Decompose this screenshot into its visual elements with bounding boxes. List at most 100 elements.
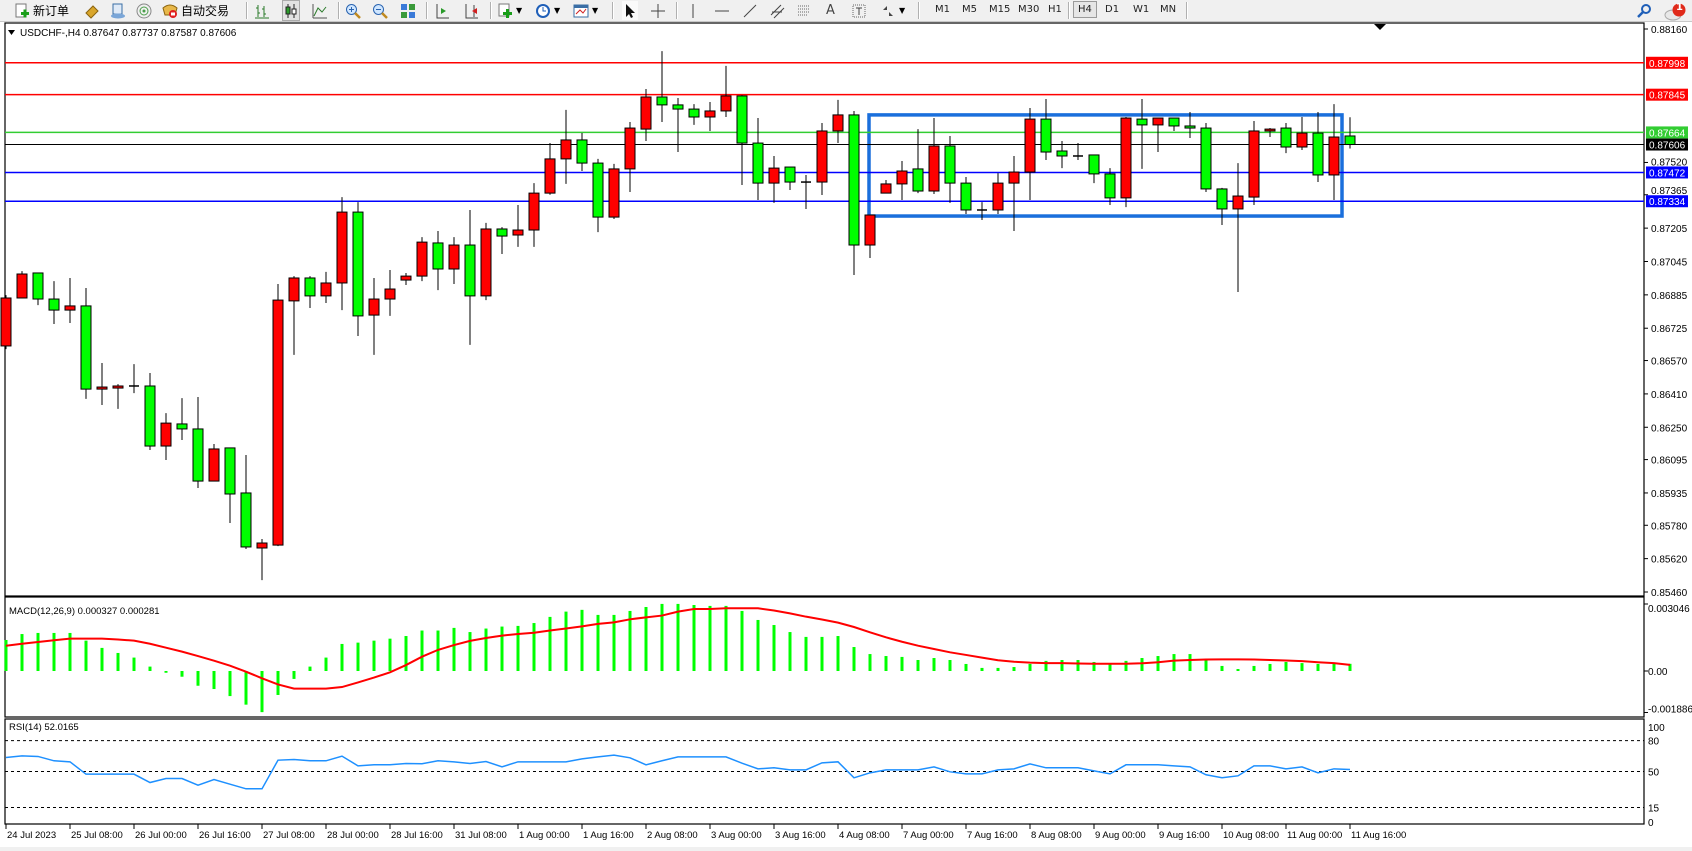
notification-count: 1 xyxy=(1676,2,1683,13)
candle-bullish xyxy=(640,96,652,130)
chart-shift-button[interactable] xyxy=(463,1,479,20)
auto-trading-button[interactable]: 自动交易 xyxy=(162,1,229,20)
toolbar-separator xyxy=(246,2,248,19)
market-watch-button[interactable] xyxy=(84,1,100,20)
crosshair-icon xyxy=(650,3,666,19)
chart-shift-icon xyxy=(463,3,479,19)
candle-bearish xyxy=(464,244,476,297)
y-tick-label: 0.86095 xyxy=(1651,456,1688,467)
tile-windows-icon xyxy=(400,3,416,19)
candle-bullish xyxy=(64,305,76,311)
macd-histogram-bar xyxy=(484,628,488,671)
tile-windows-button[interactable] xyxy=(400,1,416,20)
price-tag-label: 0.87664 xyxy=(1649,128,1686,139)
arrows-button[interactable]: ▼ xyxy=(880,1,905,20)
price-tag xyxy=(1646,138,1688,151)
crosshair-tool-button[interactable] xyxy=(650,1,666,20)
text-tool-button[interactable]: A xyxy=(826,1,835,20)
timeframe-h4[interactable]: H4 xyxy=(1073,1,1097,18)
macd-histogram-bar xyxy=(1028,663,1032,671)
zoom-in-button[interactable] xyxy=(345,1,361,20)
candle-bullish xyxy=(400,275,412,281)
toolbar-separator xyxy=(338,2,340,19)
vertical-line-button[interactable] xyxy=(685,1,701,20)
candle-bullish xyxy=(1248,130,1260,198)
data-window-button[interactable] xyxy=(110,1,126,20)
macd-histogram-bar xyxy=(276,671,280,695)
candle-bullish xyxy=(1008,171,1020,184)
candle-bullish xyxy=(816,130,828,183)
candle-bullish xyxy=(544,158,556,194)
macd-histogram-bar xyxy=(628,610,632,671)
equidistant-channel-button[interactable] xyxy=(770,1,786,20)
bar-chart-button[interactable] xyxy=(254,1,270,20)
candle-bullish xyxy=(832,114,844,132)
toolbar-separator xyxy=(676,2,678,19)
timeframe-w1[interactable]: W1 xyxy=(1133,4,1150,15)
price-tag-label: 0.87472 xyxy=(1649,168,1686,179)
y-tick-label: 0.85620 xyxy=(1651,555,1688,566)
macd-histogram-bar xyxy=(532,623,536,671)
cursor-tool-button[interactable] xyxy=(622,1,638,20)
new-order-button[interactable]: 新订单 xyxy=(14,1,69,20)
candle-bullish xyxy=(368,298,380,316)
autoscroll-button[interactable] xyxy=(434,1,450,20)
candle-bearish xyxy=(736,95,748,144)
x-tick-label: 3 Aug 00:00 xyxy=(711,830,762,841)
notifications-button[interactable]: 1 xyxy=(1664,1,1688,20)
macd-histogram-bar xyxy=(1124,660,1128,671)
x-tick-label: 11 Aug 16:00 xyxy=(1351,830,1406,841)
chart-window[interactable]: 0.88160 0.87520 0.87365 0.87205 0.87045 0.868… xyxy=(0,22,1692,847)
timeframe-d1[interactable]: D1 xyxy=(1105,4,1120,15)
candle-bearish xyxy=(224,447,236,495)
timeframe-m5[interactable]: M5 xyxy=(962,4,977,15)
macd-histogram-bar xyxy=(900,656,904,671)
macd-histogram-bar xyxy=(1044,660,1048,671)
x-tick-label: 31 Jul 08:00 xyxy=(455,830,507,841)
price-tag xyxy=(1646,166,1688,179)
signals-button[interactable] xyxy=(136,1,152,20)
fibonacci-button[interactable] xyxy=(797,1,813,20)
timeframe-m15[interactable]: M15 xyxy=(989,4,1011,15)
horizontal-line-button[interactable] xyxy=(714,1,730,20)
candle-bearish xyxy=(1088,154,1100,175)
candle-bullish xyxy=(112,385,124,389)
chart-shift-marker-icon[interactable] xyxy=(1374,24,1386,30)
book-icon xyxy=(84,3,100,19)
macd-histogram-bar xyxy=(148,666,152,671)
candlestick-chart-button[interactable] xyxy=(282,0,300,21)
macd-histogram-bar xyxy=(964,663,968,671)
macd-histogram-bar xyxy=(756,619,760,671)
x-tick-label: 24 Jul 2023 xyxy=(7,830,56,841)
indicators-button[interactable]: ▼ xyxy=(497,1,522,20)
candle-bearish xyxy=(944,145,956,184)
timeframe-h1[interactable]: H1 xyxy=(1048,4,1062,15)
templates-button[interactable]: ▼ xyxy=(573,1,598,20)
consolidation-rectangle[interactable] xyxy=(867,113,1344,218)
candle-bearish xyxy=(656,96,668,106)
toolbar-separator xyxy=(1068,2,1070,19)
macd-header: MACD(12,26,9) 0.000327 0.000281 xyxy=(9,606,160,617)
candle-bullish xyxy=(1264,128,1276,132)
trendline-button[interactable] xyxy=(742,1,758,20)
zoom-out-button[interactable] xyxy=(372,1,388,20)
timeframe-m1[interactable]: M1 xyxy=(935,4,950,15)
candle-bullish xyxy=(0,297,12,347)
search-button[interactable] xyxy=(1636,1,1652,20)
macd-histogram-bar xyxy=(1220,665,1224,671)
macd-histogram-bar xyxy=(452,627,456,671)
timeframe-m30[interactable]: M30 xyxy=(1018,4,1040,15)
y-tick-label: 0.86410 xyxy=(1651,390,1688,401)
timeframe-mn[interactable]: MN xyxy=(1160,4,1177,15)
candle-bullish xyxy=(880,183,892,194)
x-tick-label: 4 Aug 08:00 xyxy=(839,830,890,841)
candle-bullish xyxy=(928,145,940,192)
candle-bullish xyxy=(1296,132,1308,148)
line-chart-button[interactable] xyxy=(312,1,328,20)
text-label-button[interactable] xyxy=(851,1,867,20)
candle-bullish xyxy=(720,95,732,112)
periods-button[interactable]: ▼ xyxy=(535,1,560,20)
collapse-triangle-icon[interactable] xyxy=(8,30,15,35)
chart-canvas[interactable]: 0.88160 0.87520 0.87365 0.87205 0.87045 0.868… xyxy=(0,22,1692,847)
macd-histogram-bar xyxy=(1012,667,1016,671)
